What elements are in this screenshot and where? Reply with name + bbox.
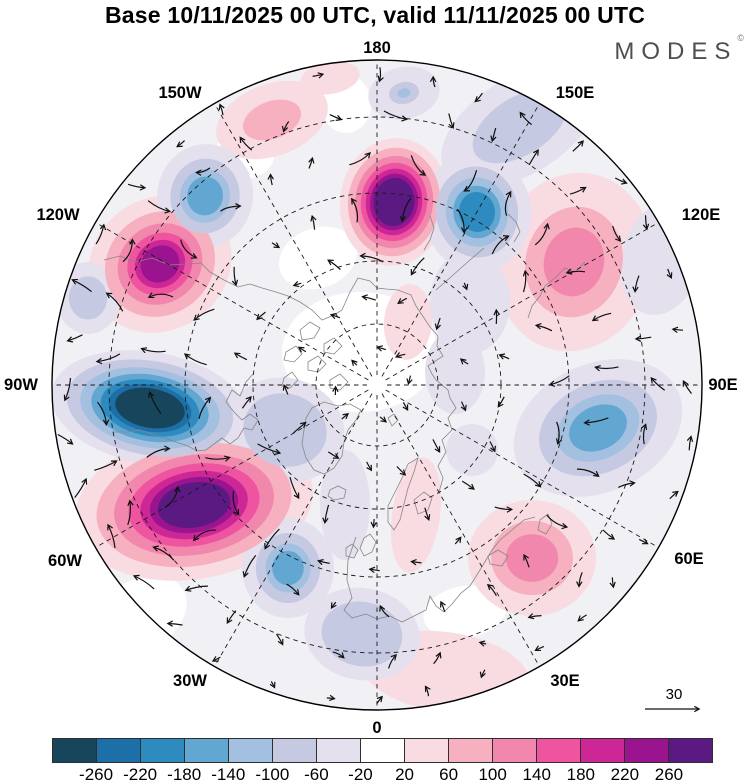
colorbar-tick: -140	[211, 765, 246, 783]
coastlines	[103, 213, 586, 623]
wind-arrows	[57, 67, 692, 705]
colorbar-tick: -60	[304, 765, 329, 783]
meridian-label-90E: 90E	[708, 376, 737, 394]
meridian-label-30W: 30W	[173, 672, 207, 690]
colorbar-tick: 260	[654, 765, 684, 783]
meridian-label-90W: 90W	[4, 376, 38, 394]
colorbar-cell	[317, 739, 361, 762]
colorbar-tick: 220	[610, 765, 640, 783]
colorbar-tick: -100	[255, 765, 290, 783]
reference-arrow-label: 30	[666, 686, 683, 703]
map-interior	[52, 60, 702, 710]
colorbar-tick: 60	[439, 765, 459, 783]
colorbar-cell	[405, 739, 449, 762]
colorbar-cell	[53, 739, 97, 762]
colorbar-cells	[52, 738, 713, 763]
reference-arrow: 30	[645, 686, 699, 709]
colorbar-cell	[229, 739, 273, 762]
map-boundary	[51, 59, 703, 711]
colorbar-tick: 100	[478, 765, 507, 783]
meridian-label-120W: 120W	[36, 206, 80, 224]
colorbar-cell	[669, 739, 712, 762]
colorbar-tick: -20	[348, 765, 373, 783]
meridian-label-30E: 30E	[550, 672, 579, 690]
modes-logo-text: MODES	[614, 38, 738, 65]
colorbar-tick: 140	[522, 765, 551, 783]
colorbar-cell	[581, 739, 625, 762]
graticule	[52, 60, 702, 710]
colorbar-cell	[97, 739, 141, 762]
colorbar-cell	[449, 739, 493, 762]
colorbar-tick: -220	[123, 765, 158, 783]
modes-logo: MODES©	[614, 33, 744, 66]
meridian-label-150E: 150E	[556, 84, 595, 102]
meridian-label-150W: 150W	[158, 84, 202, 102]
meridian-label-60E: 60E	[674, 550, 703, 568]
colorbar-tick: 20	[395, 765, 414, 783]
colorbar-cell	[273, 739, 317, 762]
colorbar-cell	[537, 739, 581, 762]
colorbar-cell	[361, 739, 405, 762]
meridian-label-60W: 60W	[48, 552, 82, 570]
polar-map: 180 150W 120W 90W 60W 30W 0 30E 60E 90E 120E 150E 30	[4, 39, 738, 737]
modes-logo-mark: ©	[737, 33, 744, 43]
colorbar-cell	[625, 739, 669, 762]
colorbar-tick: 180	[566, 765, 595, 783]
colorbar-cell	[493, 739, 537, 762]
colorbar-cell	[141, 739, 185, 762]
colorbar: -260 -220 -180 -140 -100 -60 -20 20 60 100 140 180 2…	[52, 738, 713, 783]
meridian-label-180: 180	[363, 39, 391, 57]
colorbar-tick: -180	[167, 765, 202, 783]
colorbar-tick-labels: -260 -220 -180 -140 -100 -60 -20 20 60 100 140 180 2…	[52, 763, 713, 783]
page-title: Base 10/11/2025 00 UTC, valid 11/11/2025…	[104, 2, 646, 28]
anomaly-shading	[52, 61, 702, 710]
colorbar-tick: -260	[79, 765, 114, 783]
meridian-label-120E: 120E	[682, 206, 721, 224]
colorbar-cell	[185, 739, 229, 762]
meridian-label-0: 0	[372, 719, 381, 737]
